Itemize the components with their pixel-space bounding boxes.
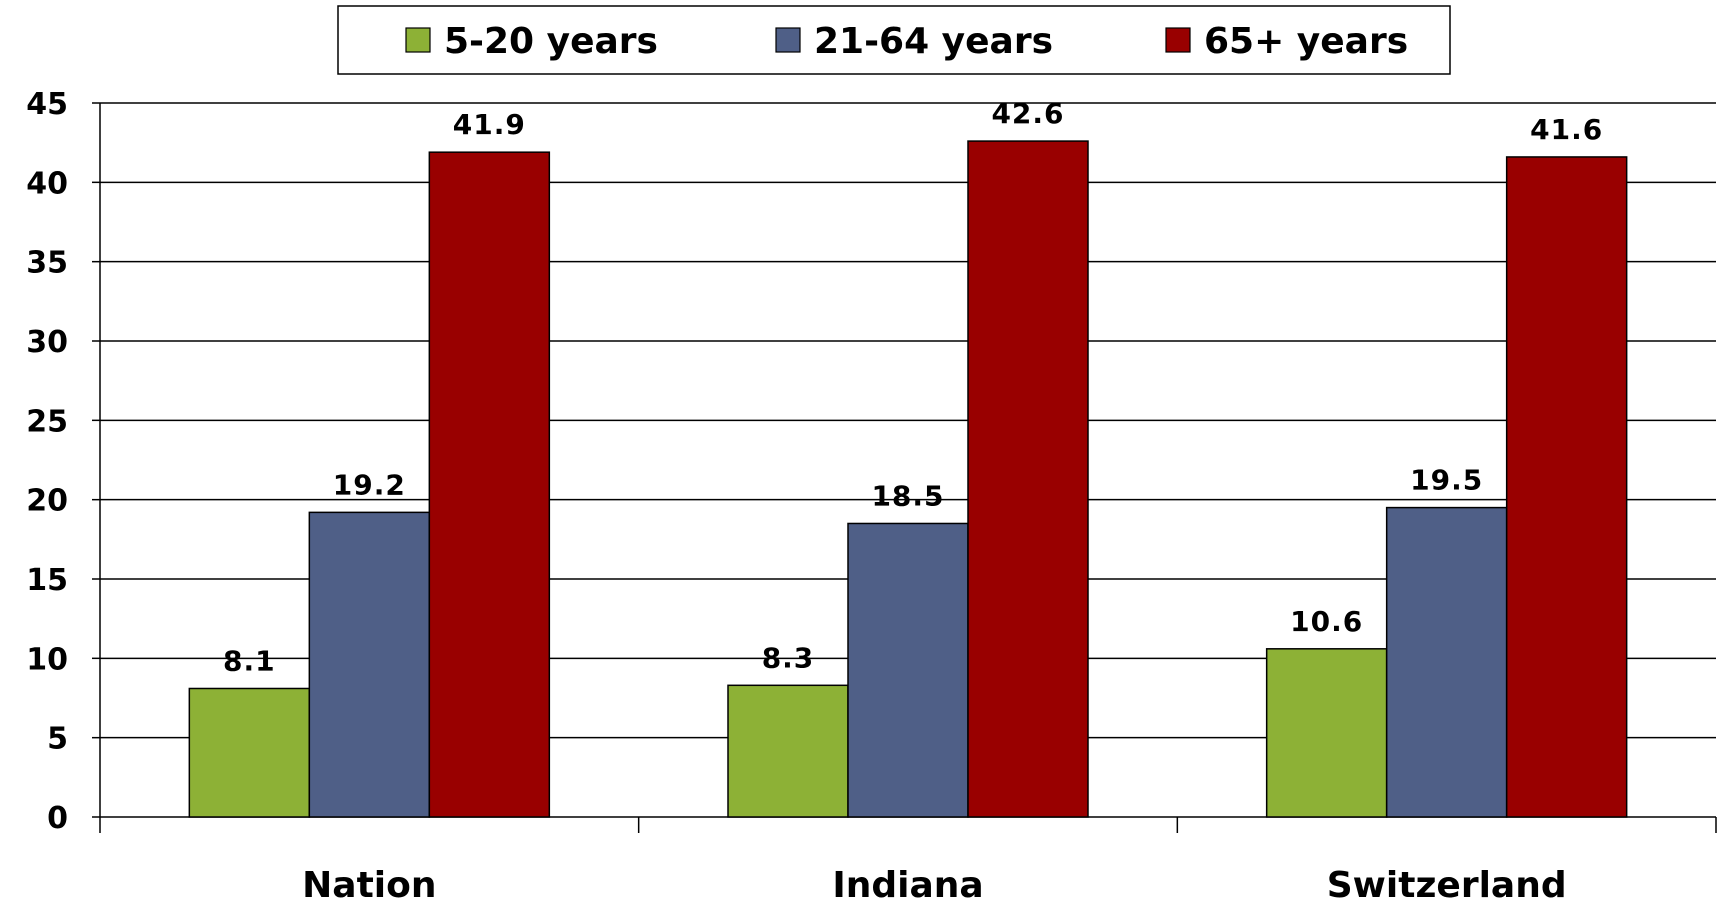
legend-swatch [1165,27,1191,53]
data-label: 8.3 [762,641,815,674]
y-tick-label: 20 [26,484,68,519]
legend-swatch [775,27,801,53]
data-labels: 8.1 19.2 41.9 8.3 18.5 42.6 10.6 19.5 41.6 [223,97,1603,677]
legend: 5-20 years 21-64 years 65+ years [337,5,1451,75]
bars [188,140,1628,818]
y-tick-label: 40 [26,166,68,201]
data-label: 19.2 [333,468,406,501]
legend-label: 5-20 years [444,21,658,62]
bar [1385,506,1508,818]
y-tick-label: 5 [47,722,68,757]
y-tick-label: 45 [26,87,68,122]
y-tick-label: 35 [26,246,68,281]
y-tick-label: 25 [26,404,68,439]
legend-label: 21-64 years [814,21,1053,62]
data-label: 42.6 [991,97,1064,130]
legend-box [337,5,1451,75]
y-tick-label: 15 [26,563,68,598]
bar [1265,648,1388,818]
data-label: 8.1 [223,644,276,677]
data-label: 19.5 [1410,464,1483,497]
axes: 0 5 10 15 20 25 30 35 40 45 Nation Indiana Switzerla… [26,87,1717,903]
bar [727,684,849,818]
data-label: 41.9 [453,108,526,141]
y-tick-label: 10 [26,642,68,677]
bar [428,151,551,818]
y-tick-label: 0 [47,801,68,836]
bar [308,511,431,818]
bar [847,522,969,818]
data-label: 41.6 [1530,113,1603,146]
legend-label: 65+ years [1204,21,1408,62]
bar [1505,156,1628,818]
x-tick-label: Nation [302,865,436,899]
bar [967,140,1089,818]
data-label: 10.6 [1290,605,1363,638]
y-tick-label: 30 [26,325,68,360]
x-tick-label: Indiana [832,865,983,899]
x-tick-label: Switzerland [1327,865,1567,899]
legend-swatch [405,27,431,53]
bar [188,687,311,818]
data-label: 18.5 [871,479,944,512]
